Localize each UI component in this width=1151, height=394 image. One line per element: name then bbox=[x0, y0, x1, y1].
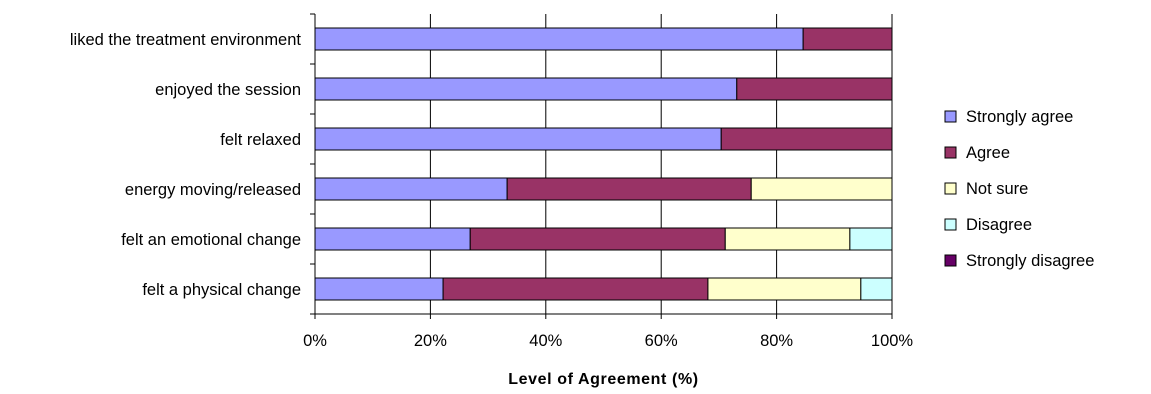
category-label: energy moving/released bbox=[125, 181, 301, 199]
bar-segment-strongly-agree bbox=[314, 77, 738, 101]
legend-label: Strongly disagree bbox=[966, 252, 1094, 270]
legend-swatch bbox=[944, 146, 957, 159]
bar-segment-strongly-agree bbox=[314, 227, 471, 251]
bar-segment-strongly-agree bbox=[314, 27, 804, 51]
legend-swatch bbox=[944, 218, 957, 231]
bar-segment-agree bbox=[469, 227, 726, 251]
category-labels: liked the treatment environment enjoyed t… bbox=[70, 31, 302, 299]
bars bbox=[314, 27, 893, 301]
legend: Strongly agree Agree Not sure Disagree Stron… bbox=[944, 108, 1094, 270]
bar-segment-agree bbox=[506, 177, 752, 201]
x-tick-label: 40% bbox=[529, 332, 562, 350]
bar-segment-strongly-agree bbox=[314, 177, 508, 201]
x-axis-title: Level of Agreement (%) bbox=[508, 371, 698, 388]
bar-segment-agree bbox=[442, 277, 709, 301]
legend-label: Not sure bbox=[966, 180, 1028, 198]
category-label: enjoyed the session bbox=[155, 81, 301, 99]
category-label: felt a physical change bbox=[142, 281, 301, 299]
bar-segment-agree bbox=[736, 77, 893, 101]
axes bbox=[310, 13, 893, 319]
bar-segment-not-sure bbox=[724, 227, 851, 251]
gridlines bbox=[429, 14, 893, 314]
legend-label: Agree bbox=[966, 144, 1010, 162]
x-tick-label: 20% bbox=[414, 332, 447, 350]
category-label: felt relaxed bbox=[220, 131, 301, 149]
x-tick-label: 0% bbox=[303, 332, 327, 350]
legend-label: Disagree bbox=[966, 216, 1032, 234]
legend-swatch bbox=[944, 254, 957, 267]
x-tick-label: 80% bbox=[760, 332, 793, 350]
legend-swatch bbox=[944, 110, 957, 123]
category-label: felt an emotional change bbox=[121, 231, 301, 249]
bar-segment-strongly-agree bbox=[314, 127, 722, 151]
legend-label: Strongly agree bbox=[966, 108, 1073, 126]
x-tick-labels: 0% 20% 40% 60% 80% 100% bbox=[303, 332, 913, 350]
bar-segment-not-sure bbox=[707, 277, 862, 301]
x-tick-label: 100% bbox=[871, 332, 914, 350]
category-label: liked the treatment environment bbox=[70, 31, 302, 49]
x-tick-label: 60% bbox=[645, 332, 678, 350]
bar-segment-agree bbox=[720, 127, 893, 151]
bar-segment-agree bbox=[802, 27, 893, 51]
legend-swatch bbox=[944, 182, 957, 195]
bar-segment-disagree bbox=[849, 227, 893, 251]
bar-segment-not-sure bbox=[750, 177, 893, 201]
bar-segment-strongly-agree bbox=[314, 277, 444, 301]
bar-segment-disagree bbox=[860, 277, 893, 301]
